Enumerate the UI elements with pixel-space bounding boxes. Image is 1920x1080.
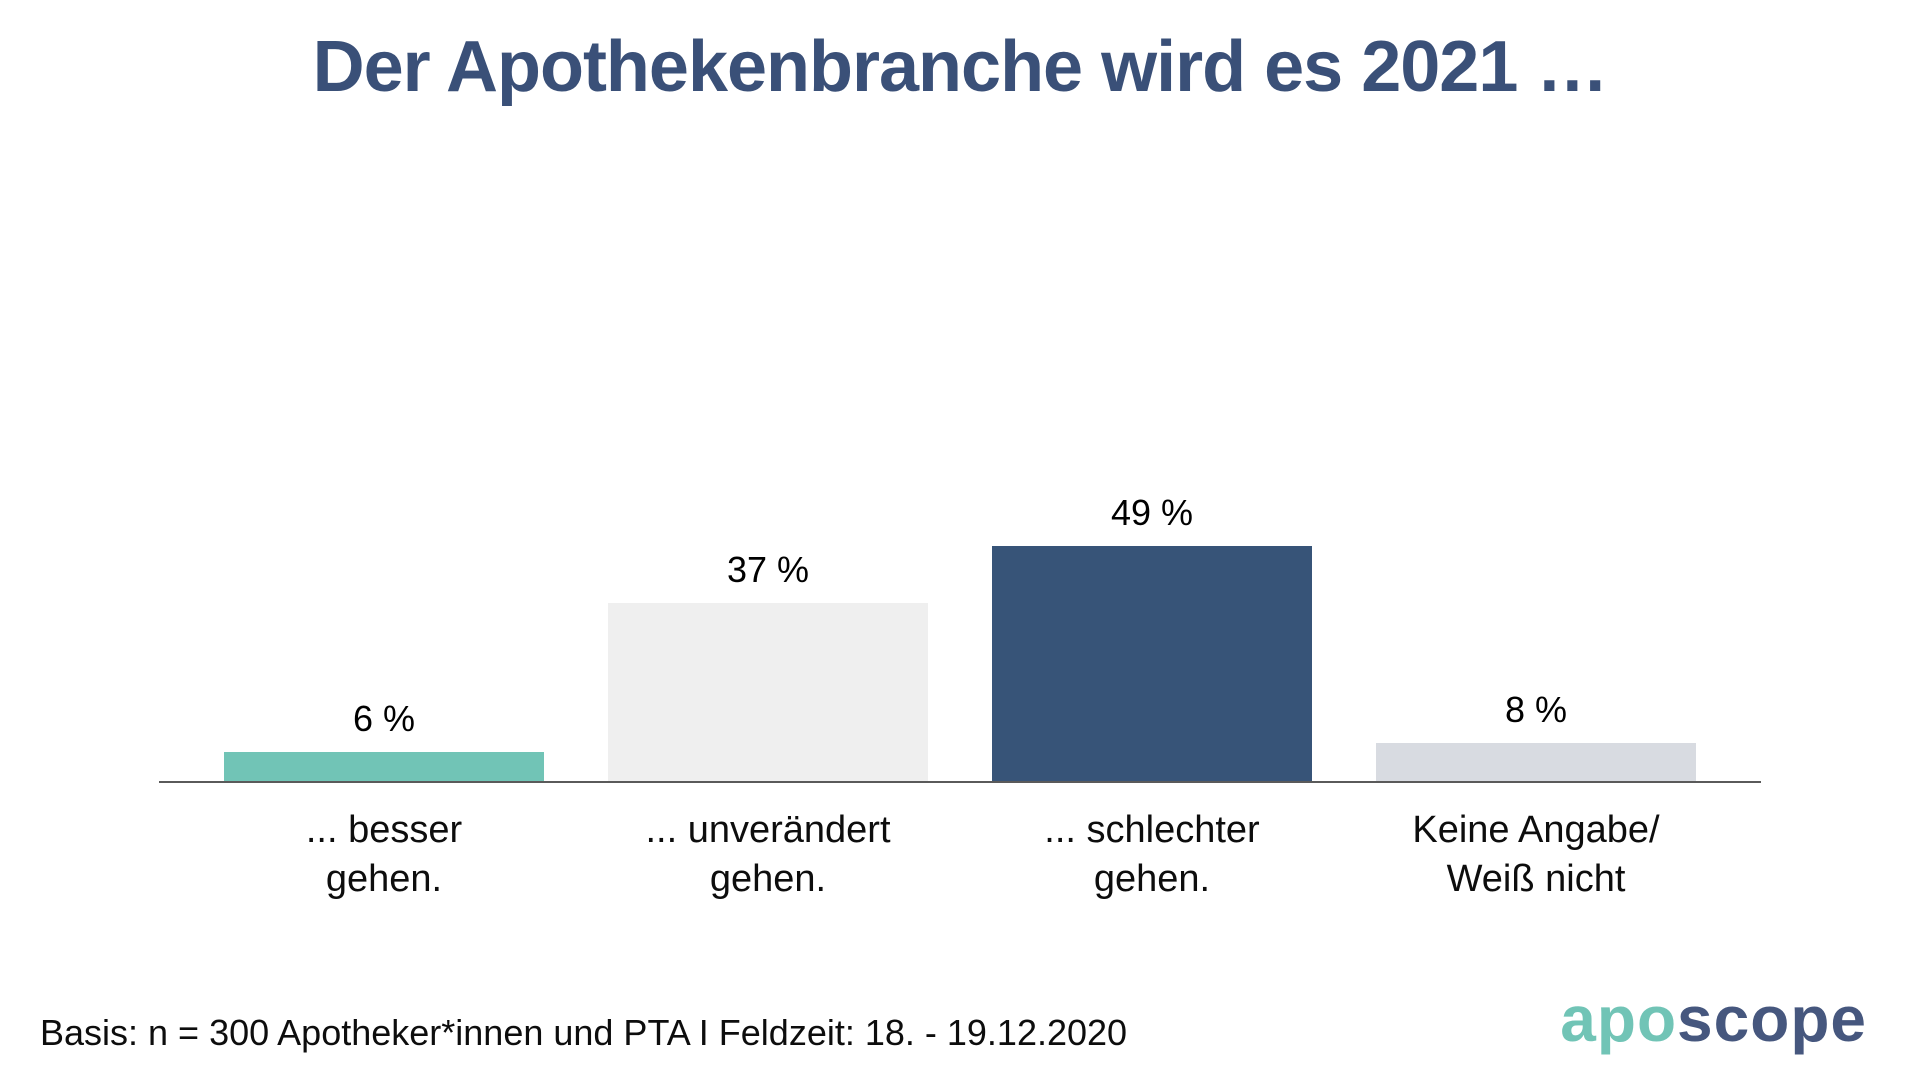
category-label: ... besser gehen. [224,806,544,903]
category-label-line: gehen. [1093,857,1211,900]
category-label-line: gehen. [325,857,443,900]
bar-3 [992,546,1312,781]
category-row: ... besser gehen. ... unverändert gehen....… [224,806,1696,903]
bar-value-label: 6 % [352,698,416,739]
bar-column-4: 8 % [1376,689,1696,781]
bar-1 [224,752,544,781]
category-label-line: gehen. [709,857,827,900]
logo-part-scope: scope [1677,983,1867,1055]
plot-area: 6 % 37 % 49 % 8 % [224,492,1696,781]
x-axis-line [159,781,1761,783]
category-label-line: ... schlechter [1044,809,1260,851]
bar-4 [1376,743,1696,781]
category-label-line: ... besser [305,809,463,851]
bar-column-2: 37 % [608,549,928,781]
bar-column-3: 49 % [992,492,1312,781]
bar-2 [608,603,928,781]
aposcope-logo: aposcope [1560,982,1867,1056]
category-label-line: Weiß nicht [1446,857,1626,900]
bar-value-label: 37 % [726,549,810,590]
bar-column-1: 6 % [224,698,544,781]
category-label: Keine Angabe/Weiß nicht [1376,806,1696,903]
basis-note: Basis: n = 300 Apotheker*innen und PTA I… [40,1012,1128,1053]
bar-value-label: 49 % [1110,492,1194,533]
category-label-line: ... unverändert [645,809,891,851]
category-label-line: Keine Angabe/ [1412,809,1660,851]
chart-title: Der Apothekenbranche wird es 2021 … [312,27,1609,107]
logo-part-apo: apo [1560,983,1678,1055]
category-label: ... unverändert gehen. [608,806,928,903]
bar-value-label: 8 % [1504,689,1568,730]
category-label: ... schlechter gehen. [992,806,1312,903]
